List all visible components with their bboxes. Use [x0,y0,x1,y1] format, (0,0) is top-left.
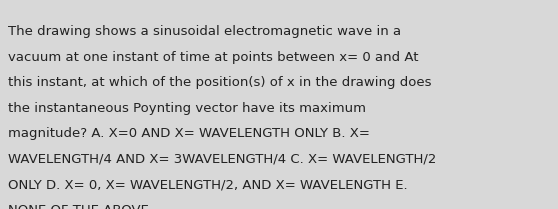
Text: The drawing shows a sinusoidal electromagnetic wave in a: The drawing shows a sinusoidal electroma… [8,25,402,38]
Text: vacuum at one instant of time at points between x= 0 and At: vacuum at one instant of time at points … [8,51,419,64]
Text: WAVELENGTH/4 AND X= 3WAVELENGTH/4 C. X= WAVELENGTH/2: WAVELENGTH/4 AND X= 3WAVELENGTH/4 C. X= … [8,153,437,166]
Text: NONE OF THE ABOVE: NONE OF THE ABOVE [8,204,149,209]
Text: the instantaneous Poynting vector have its maximum: the instantaneous Poynting vector have i… [8,102,367,115]
Text: this instant, at which of the position(s) of x in the drawing does: this instant, at which of the position(s… [8,76,432,89]
Text: ONLY D. X= 0, X= WAVELENGTH/2, AND X= WAVELENGTH E.: ONLY D. X= 0, X= WAVELENGTH/2, AND X= WA… [8,178,408,191]
Text: magnitude? A. X=0 AND X= WAVELENGTH ONLY B. X=: magnitude? A. X=0 AND X= WAVELENGTH ONLY… [8,127,371,140]
